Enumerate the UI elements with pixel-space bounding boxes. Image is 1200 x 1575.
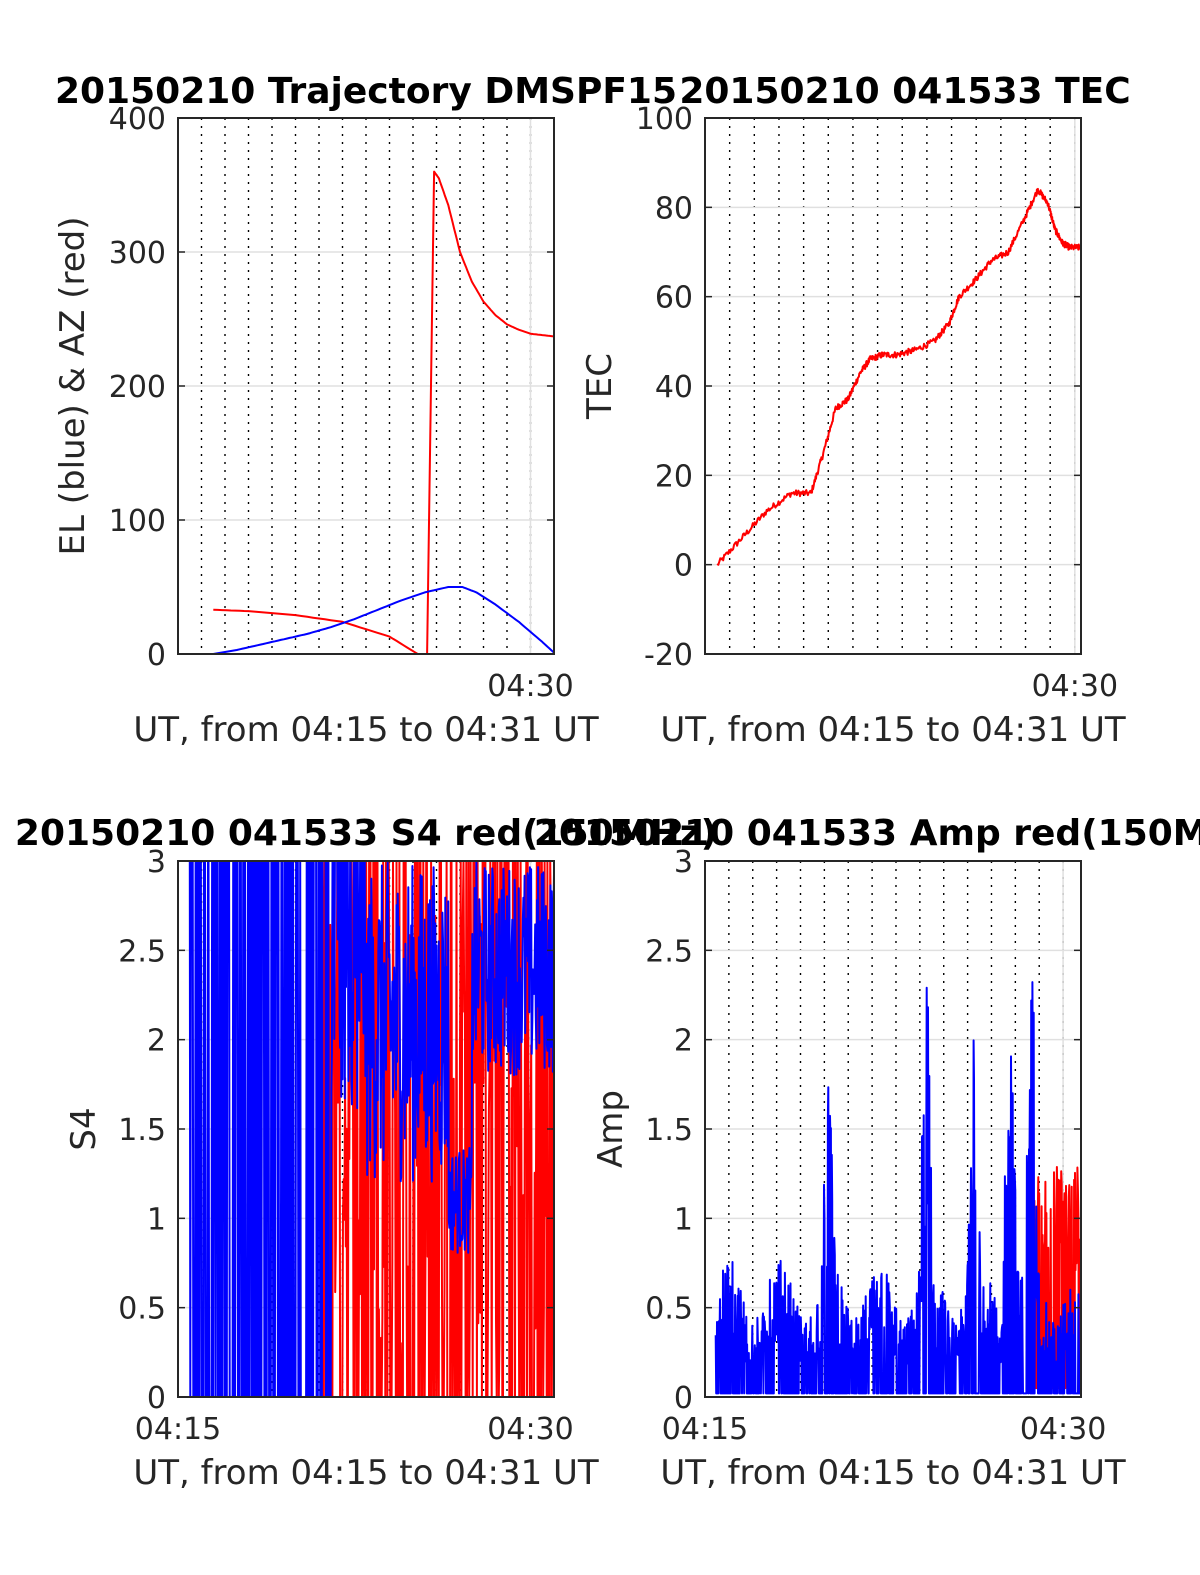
trajectory-ytick-label: 200	[109, 370, 166, 405]
s4-ylabel: S4	[64, 1107, 104, 1150]
tec-ytick-label: 40	[655, 370, 693, 405]
s4-ytick-label: 1.5	[118, 1113, 166, 1148]
amp-ytick-label: 0.5	[645, 1292, 693, 1327]
tec-ytick-label: -20	[644, 638, 693, 673]
s4-ytick-label: 0.5	[118, 1292, 166, 1327]
s4-ytick-label: 3	[147, 845, 166, 880]
tec-line	[716, 187, 1082, 566]
amp-ylabel: Amp	[591, 1090, 631, 1168]
amp-xlabel: UT, from 04:15 to 04:31 UT	[660, 1453, 1126, 1493]
s4-xtick-label: 04:15	[135, 1412, 221, 1447]
s4-ytick-label: 0	[147, 1381, 166, 1416]
s4-ytick-label: 2	[147, 1024, 166, 1059]
trajectory-az-line	[213, 170, 555, 655]
trajectory-ytick-label: 100	[109, 504, 166, 539]
amp-ytick-label: 0	[674, 1381, 693, 1416]
amp-ytick-label: 3	[674, 845, 693, 880]
s4-title: 20150210 041533 S4 red(150MHz)	[15, 813, 717, 854]
tec-xtick-label: 04:30	[1032, 669, 1118, 704]
tec-ylabel: TEC	[580, 353, 620, 420]
s4-ytick-label: 2.5	[118, 934, 166, 969]
s4-ytick-label: 1	[147, 1202, 166, 1237]
trajectory-xtick-label: 04:30	[487, 669, 573, 704]
s4-xtick-label: 04:30	[487, 1412, 573, 1447]
s4-panel: 0 0.5 1 1.5 2 2.5 3 04:15 04:30 20150210 041533 …	[15, 813, 717, 1493]
trajectory-el-line	[213, 586, 555, 655]
s4-ticks: 0 0.5 1 1.5 2 2.5 3 04:15 04:30	[118, 845, 573, 1447]
amp-xtick-label: 04:30	[1020, 1412, 1106, 1447]
amp-data	[714, 981, 1082, 1395]
trajectory-ytick-label: 300	[109, 236, 166, 271]
amp-panel: 0 0.5 1 1.5 2 2.5 3 04:15 04:30 20150210 041533 …	[534, 813, 1200, 1493]
tec-ytick-label: 20	[655, 459, 693, 494]
trajectory-ytick-label: 0	[147, 638, 166, 673]
tec-panel: -20 0 20 40 60 80 100 04:30 20150210 041533 TEC…	[580, 71, 1131, 750]
trajectory-title: 20150210 Trajectory DMSPF15	[55, 71, 677, 112]
trajectory-panel: 0 100 200 300 400 04:30 20150210 Trajectory D…	[53, 71, 677, 750]
amp-title: 20150210 041533 Amp red(150MHz)	[534, 813, 1200, 854]
amp-ytick-label: 1	[674, 1202, 693, 1237]
tec-ytick-label: 60	[655, 281, 693, 316]
trajectory-ticks: 0 100 200 300 400 04:30	[109, 102, 574, 704]
tec-data	[716, 187, 1082, 566]
amp-ticks: 0 0.5 1 1.5 2 2.5 3 04:15 04:30	[645, 845, 1106, 1447]
trajectory-data	[213, 170, 555, 655]
tec-ytick-label: 100	[636, 102, 693, 137]
tec-xlabel: UT, from 04:15 to 04:31 UT	[660, 710, 1126, 750]
trajectory-ytick-label: 400	[109, 102, 166, 137]
trajectory-ylabel: EL (blue) & AZ (red)	[53, 216, 93, 555]
tec-ticks: -20 0 20 40 60 80 100 04:30	[636, 102, 1118, 704]
trajectory-xlabel: UT, from 04:15 to 04:31 UT	[133, 710, 599, 750]
tec-ytick-label: 0	[674, 549, 693, 584]
amp-ytick-label: 2.5	[645, 934, 693, 969]
tec-title: 20150210 041533 TEC	[679, 71, 1130, 112]
amp-ytick-label: 2	[674, 1024, 693, 1059]
s4-xlabel: UT, from 04:15 to 04:31 UT	[133, 1453, 599, 1493]
tec-ytick-label: 80	[655, 191, 693, 226]
amp-xtick-label: 04:15	[662, 1412, 748, 1447]
amp-ytick-label: 1.5	[645, 1113, 693, 1148]
amp-blue-line	[714, 981, 1082, 1395]
